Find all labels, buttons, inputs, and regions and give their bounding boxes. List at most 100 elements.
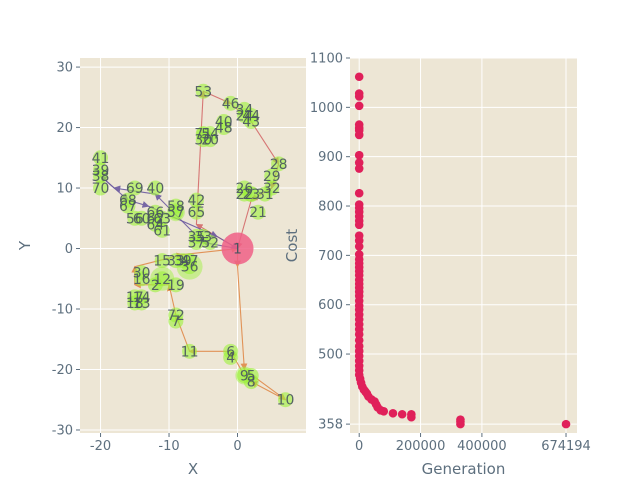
node-label: 35 xyxy=(188,229,206,245)
node-label: 19 xyxy=(167,278,185,294)
customer-node xyxy=(243,114,259,130)
node-label: 64 xyxy=(146,217,164,233)
customer-node xyxy=(243,374,259,390)
node-label: 71 xyxy=(194,127,212,143)
y-tick-label: 800 xyxy=(318,200,343,215)
node-label: 39 xyxy=(92,163,110,179)
node-label: 2 xyxy=(151,278,160,294)
node-label: 63 xyxy=(153,211,171,227)
customer-node xyxy=(134,210,150,226)
node-label: 54 xyxy=(201,127,219,143)
customer-node xyxy=(182,259,198,275)
customer-node-large xyxy=(150,266,175,291)
y-tick-label: 700 xyxy=(318,249,343,264)
y-tick-label: 500 xyxy=(318,348,343,363)
cost-point xyxy=(397,409,407,419)
cost-point xyxy=(354,242,364,251)
node-label: 52 xyxy=(201,235,219,251)
cost-point xyxy=(354,330,364,339)
node-label: 5 xyxy=(247,369,256,385)
node-label: 58 xyxy=(167,199,185,215)
customer-node xyxy=(93,150,109,166)
y-tick-label: 1000 xyxy=(310,101,343,116)
node-label: 6 xyxy=(226,344,235,360)
customer-node xyxy=(154,222,170,238)
node-label: 34 xyxy=(235,102,253,118)
x-tick-label: 200000 xyxy=(396,439,446,454)
node-label: 36 xyxy=(181,260,199,276)
node-label: 47 xyxy=(181,254,199,270)
node-label: 28 xyxy=(270,157,288,173)
cost-point xyxy=(354,158,364,167)
node-label: 12 xyxy=(153,272,171,288)
node-label: 11 xyxy=(181,344,199,360)
node-label: 10 xyxy=(277,393,295,409)
cost-point xyxy=(354,236,364,245)
customer-node xyxy=(182,343,198,359)
node-label: 57 xyxy=(167,205,185,221)
cost-point xyxy=(354,130,364,140)
node-label: 62 xyxy=(146,211,164,227)
node-label: 14 xyxy=(133,290,151,306)
node-label: 44 xyxy=(242,108,260,124)
customer-node xyxy=(250,204,266,220)
y-tick-label: 30 xyxy=(56,61,73,76)
customer-node-large xyxy=(243,186,260,203)
y-tick-label: 1100 xyxy=(310,52,343,67)
cost-point xyxy=(354,72,364,82)
node-label: 17 xyxy=(126,290,144,306)
y-tick-label: 0 xyxy=(65,242,73,257)
customer-node xyxy=(120,198,136,214)
node-label: 32 xyxy=(263,181,281,197)
depot-node xyxy=(221,232,254,265)
x-tick-label: -10 xyxy=(158,439,179,454)
customer-node xyxy=(195,83,211,99)
node-label: 60 xyxy=(133,211,151,227)
customer-node xyxy=(202,132,218,148)
node-label: 42 xyxy=(188,193,206,209)
customer-node-large xyxy=(196,126,211,141)
node-label: 72 xyxy=(167,308,185,324)
node-label: 53 xyxy=(194,84,212,100)
cost-points xyxy=(354,72,571,429)
node-label: 18 xyxy=(126,296,144,312)
customer-node xyxy=(271,156,287,172)
customer-node xyxy=(188,234,204,250)
customer-node xyxy=(168,204,184,220)
cost-point xyxy=(456,419,465,429)
node-label: 70 xyxy=(92,181,110,197)
customer-node xyxy=(127,180,143,196)
node-label: 40 xyxy=(215,115,233,131)
node-label: 16 xyxy=(133,272,151,288)
node-label: 65 xyxy=(188,205,206,221)
customer-node xyxy=(93,168,109,184)
x-tick-label: 0 xyxy=(233,439,241,454)
node-label: 26 xyxy=(235,181,253,197)
depot-label: 1 xyxy=(233,242,242,258)
customer-node xyxy=(264,168,280,184)
node-label: 39 xyxy=(174,254,192,270)
node-label: 20 xyxy=(201,133,219,149)
node-label: 61 xyxy=(153,223,171,239)
customer-node xyxy=(168,253,184,269)
y-tick-label: -30 xyxy=(52,423,73,438)
node-label: 56 xyxy=(126,211,144,227)
y-tick-label: -20 xyxy=(52,363,73,378)
cost-x-axis-label: Generation xyxy=(422,460,506,478)
node-label: 9 xyxy=(240,369,249,385)
customer-node xyxy=(277,392,293,408)
node-label: 13 xyxy=(133,296,151,312)
x-tick-label: 400000 xyxy=(457,439,507,454)
node-label: 33 xyxy=(167,254,185,270)
customer-node xyxy=(257,186,273,202)
x-tick-label: 0 xyxy=(355,439,363,454)
route-map-y-axis-label: Y xyxy=(16,240,34,251)
cost-convergence-chart: 0 200000 400000 674194 358 500 600 700 800 900 100… xyxy=(283,52,591,479)
node-label: 46 xyxy=(222,96,240,112)
y-tick-label: 900 xyxy=(318,150,343,165)
node-label: 40 xyxy=(146,181,164,197)
